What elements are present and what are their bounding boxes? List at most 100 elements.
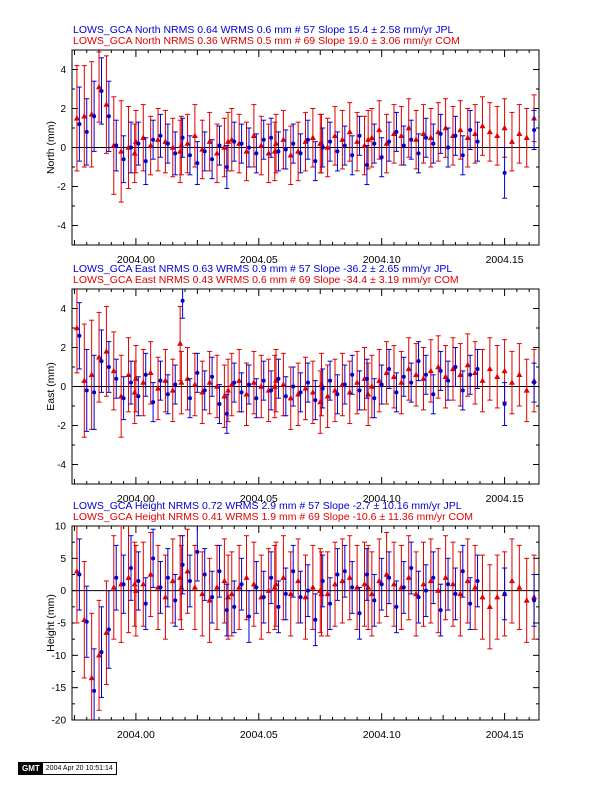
data-point-jpl bbox=[276, 604, 281, 609]
y-tick-label: 5 bbox=[60, 554, 66, 565]
data-point-com bbox=[271, 383, 278, 389]
data-point-com bbox=[390, 130, 397, 137]
data-point-com bbox=[131, 581, 138, 587]
data-point-jpl bbox=[364, 163, 369, 168]
data-point-jpl bbox=[313, 159, 318, 164]
data-point-jpl bbox=[173, 382, 178, 387]
data-point-com bbox=[516, 130, 523, 137]
data-point-com bbox=[81, 377, 88, 383]
data-point-com bbox=[125, 574, 132, 580]
data-point-jpl bbox=[298, 595, 303, 600]
data-point-jpl bbox=[446, 145, 451, 150]
data-point-jpl bbox=[136, 141, 141, 146]
data-point-com bbox=[346, 389, 353, 395]
data-point-jpl bbox=[217, 143, 222, 148]
data-point-jpl bbox=[372, 598, 377, 603]
data-point-jpl bbox=[291, 569, 296, 574]
y-tick-label: 0 bbox=[60, 382, 66, 393]
data-point-com bbox=[368, 383, 375, 389]
data-point-com bbox=[250, 581, 257, 587]
data-point-jpl bbox=[350, 585, 355, 590]
data-point-jpl bbox=[532, 127, 537, 132]
data-point-jpl bbox=[335, 572, 340, 577]
data-point-com bbox=[472, 369, 479, 376]
data-point-jpl bbox=[423, 372, 428, 377]
y-axis-label: East (mm) bbox=[45, 362, 57, 410]
data-point-jpl bbox=[364, 376, 369, 381]
data-point-com bbox=[199, 389, 206, 395]
data-point-com bbox=[178, 142, 185, 148]
x-tick-label: 2004.15 bbox=[486, 729, 524, 741]
data-point-com bbox=[494, 373, 501, 379]
data-point-com bbox=[398, 132, 405, 138]
data-point-jpl bbox=[195, 549, 200, 554]
data-point-jpl bbox=[187, 396, 192, 401]
data-point-com bbox=[365, 391, 372, 397]
data-point-jpl bbox=[431, 575, 436, 580]
data-point-jpl bbox=[151, 137, 156, 142]
data-point-jpl bbox=[502, 402, 507, 407]
data-point-jpl bbox=[106, 114, 111, 119]
data-point-jpl bbox=[460, 388, 465, 393]
data-point-jpl bbox=[158, 585, 163, 590]
data-point-com bbox=[365, 136, 372, 142]
data-point-jpl bbox=[246, 382, 251, 387]
data-point-com bbox=[287, 395, 294, 401]
x-tick-label: 2004.10 bbox=[363, 729, 401, 741]
y-tick-label: 4 bbox=[60, 65, 66, 76]
data-point-jpl bbox=[387, 575, 392, 580]
chart-title-jpl: LOWS_GCA Height NRMS 0.72 WRMS 2.9 mm # … bbox=[73, 500, 462, 512]
data-point-jpl bbox=[335, 392, 340, 397]
data-point-jpl bbox=[121, 396, 126, 401]
data-point-jpl bbox=[401, 585, 406, 590]
data-point-jpl bbox=[173, 151, 178, 156]
data-point-jpl bbox=[217, 402, 222, 407]
data-point-com bbox=[236, 584, 243, 590]
data-point-com bbox=[339, 136, 346, 142]
data-point-jpl bbox=[202, 388, 207, 393]
data-point-com bbox=[118, 148, 125, 154]
data-point-jpl bbox=[158, 133, 163, 138]
data-point-com bbox=[383, 140, 390, 146]
data-point-com bbox=[324, 590, 331, 597]
data-point-jpl bbox=[416, 359, 421, 364]
data-point-com bbox=[486, 365, 493, 372]
data-point-com bbox=[280, 381, 287, 387]
data-point-jpl bbox=[379, 382, 384, 387]
y-tick-label: 0 bbox=[60, 143, 66, 154]
data-point-jpl bbox=[77, 333, 82, 338]
data-point-com bbox=[479, 377, 486, 383]
data-point-jpl bbox=[276, 376, 281, 381]
data-point-jpl bbox=[453, 133, 458, 138]
data-point-com bbox=[435, 587, 442, 593]
data-point-jpl bbox=[195, 370, 200, 375]
data-point-com bbox=[427, 577, 434, 584]
data-point-jpl bbox=[254, 585, 259, 590]
data-point-jpl bbox=[151, 556, 156, 561]
data-point-com bbox=[155, 136, 162, 142]
data-point-com bbox=[110, 367, 117, 374]
data-point-com bbox=[96, 83, 103, 90]
data-point-com bbox=[516, 584, 523, 590]
data-point-jpl bbox=[446, 582, 451, 587]
x-tick-label: 2004.10 bbox=[363, 254, 401, 266]
data-point-jpl bbox=[143, 372, 148, 377]
data-point-jpl bbox=[305, 588, 310, 593]
data-point-com bbox=[508, 138, 515, 144]
data-point-com bbox=[405, 574, 412, 580]
data-point-jpl bbox=[423, 135, 428, 140]
data-point-jpl bbox=[305, 137, 310, 142]
data-point-com bbox=[464, 577, 471, 584]
data-point-com bbox=[81, 113, 88, 119]
data-point-com bbox=[147, 369, 154, 376]
data-point-jpl bbox=[165, 141, 170, 146]
data-point-com bbox=[169, 144, 176, 150]
data-point-com bbox=[508, 379, 515, 385]
x-tick-label: 2004.15 bbox=[486, 493, 524, 505]
data-point-jpl bbox=[261, 378, 266, 383]
data-point-jpl bbox=[99, 359, 104, 364]
data-point-jpl bbox=[475, 139, 480, 144]
data-point-jpl bbox=[342, 143, 347, 148]
data-point-com bbox=[442, 574, 449, 580]
data-point-jpl bbox=[210, 595, 215, 600]
